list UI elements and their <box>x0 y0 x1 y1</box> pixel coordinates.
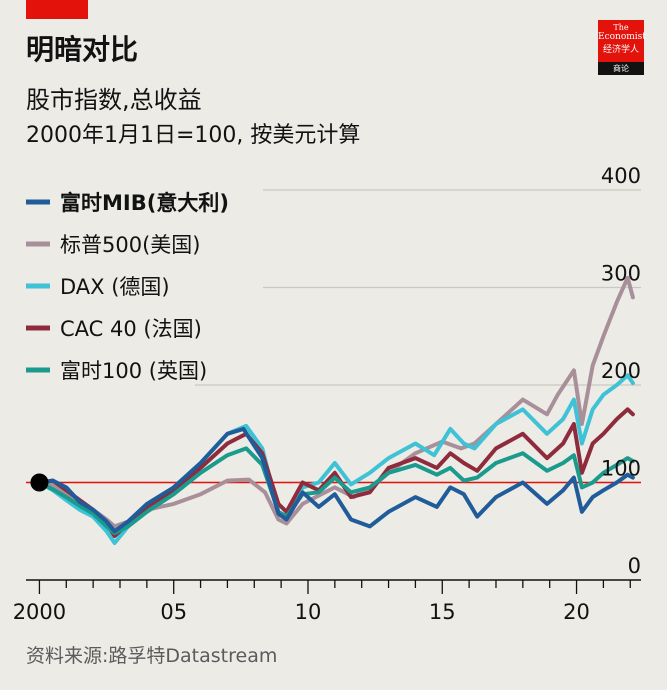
y-tick-label-400: 400 <box>601 164 641 188</box>
logo-line-1: The <box>613 23 629 32</box>
logo-line-2: Economist <box>598 32 646 42</box>
start-point-marker <box>30 473 49 492</box>
logo-line-4: 商论 <box>598 62 644 75</box>
series-line-4 <box>37 426 635 534</box>
logo-line-3: 经济学人 <box>602 45 639 55</box>
source-note: 资料来源:路孚特Datastream <box>26 645 278 667</box>
x-tick-label-2000: 2000 <box>13 600 66 624</box>
series-line-0 <box>37 275 635 529</box>
y-tick-label-300: 300 <box>601 262 641 286</box>
legend-label-4: 富时MIB(意大利) <box>60 191 229 215</box>
accent-bar <box>26 0 88 19</box>
x-tick-label-2015: 15 <box>429 600 456 624</box>
y-tick-label-0: 0 <box>628 554 641 578</box>
series-line-1 <box>37 373 635 545</box>
legend-label-3: 富时100 (英国) <box>60 359 207 383</box>
legend-label-0: 标普500(美国) <box>60 233 200 257</box>
legend: 富时MIB(意大利) 标普500(美国) DAX (德国) CAC 40 (法国) 富时… <box>26 191 229 383</box>
x-tick-label-2010: 10 <box>295 600 322 624</box>
chart-subtitle: 股市指数,总收益 <box>26 86 202 114</box>
y-tick-labels: 0 100 200 300 400 <box>601 164 641 578</box>
y-tick-label-200: 200 <box>601 359 641 383</box>
economist-logo: The Economist 经济学人 商论 <box>598 20 646 75</box>
series-lines <box>30 275 635 545</box>
chart-title: 明暗对比 <box>26 33 139 66</box>
legend-label-2: CAC 40 (法国) <box>60 317 202 341</box>
x-tick-label-2020: 20 <box>563 600 590 624</box>
grid-lines <box>26 189 641 484</box>
chart-subtitle-secondary: 2000年1月1日=100, 按美元计算 <box>26 123 361 148</box>
y-tick-label-100: 100 <box>601 457 641 481</box>
x-axis: 2000 05 10 15 20 <box>13 579 641 624</box>
legend-label-1: DAX (德国) <box>60 275 170 299</box>
x-tick-label-2005: 05 <box>160 600 187 624</box>
